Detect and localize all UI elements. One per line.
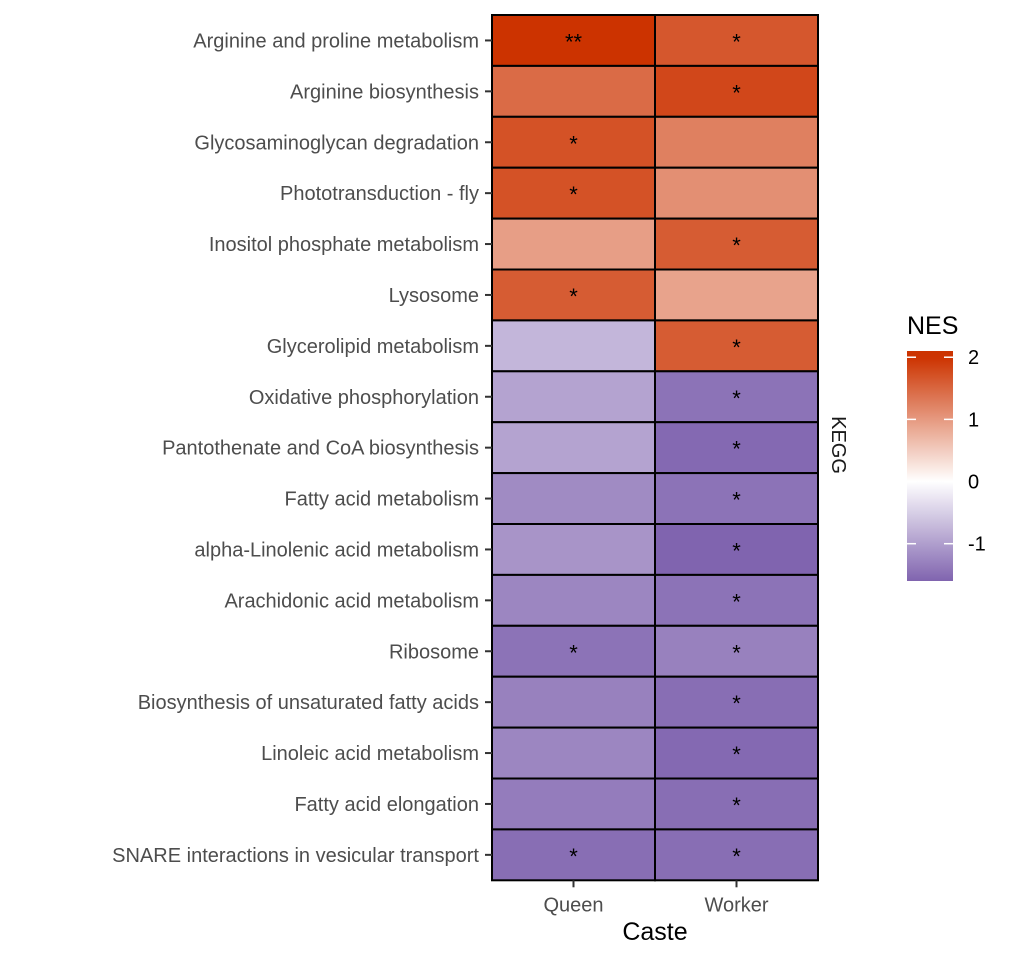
heatmap-cell: [491, 523, 656, 576]
significance-marker: *: [732, 386, 741, 411]
facet-strip-label: KEGG: [827, 416, 849, 474]
heatmap-cell: [491, 64, 656, 118]
heatmap-cell: [491, 828, 656, 882]
significance-marker: *: [569, 284, 578, 309]
legend-title: NES: [907, 312, 958, 340]
legend-tick-label: 2: [968, 347, 979, 369]
significance-marker: *: [732, 844, 741, 869]
y-tick-label: Arachidonic acid metabolism: [224, 590, 479, 612]
significance-marker: *: [732, 793, 741, 818]
significance-marker: *: [732, 538, 741, 563]
x-tick-label: Worker: [704, 894, 768, 916]
heatmap-cell: [654, 523, 819, 576]
y-tick-label: Linoleic acid metabolism: [261, 743, 479, 765]
significance-marker: **: [565, 29, 583, 54]
significance-marker: *: [732, 691, 741, 716]
heatmap-cell: [491, 624, 656, 678]
heatmap-cell: [491, 675, 656, 729]
significance-marker: *: [732, 640, 741, 665]
significance-marker: *: [732, 488, 741, 513]
significance-marker: *: [569, 844, 578, 869]
significance-marker: *: [732, 742, 741, 767]
y-tick-label: Fatty acid metabolism: [284, 489, 479, 511]
y-tick-label: Oxidative phosphorylation: [249, 387, 479, 409]
legend-tick-label: 1: [968, 409, 979, 431]
heatmap-cell: [654, 828, 819, 882]
y-tick-label: Fatty acid elongation: [294, 794, 479, 816]
y-tick-label: Inositol phosphate metabolism: [209, 234, 479, 256]
heatmap-cells: [491, 14, 819, 882]
heatmap-cell: [654, 115, 819, 169]
heatmap-cell: [654, 421, 819, 475]
heatmap-cell: [654, 14, 819, 67]
significance-marker: *: [732, 589, 741, 614]
significance-marker: *: [732, 437, 741, 462]
y-tick-label: Lysosome: [389, 285, 479, 307]
heatmap-cell: [654, 726, 819, 780]
y-tick-label: Arginine and proline metabolism: [193, 30, 479, 52]
y-tick-label: alpha-Linolenic acid metabolism: [194, 539, 479, 561]
legend-tick-label: 0: [968, 472, 979, 494]
heatmap-cell: [491, 217, 656, 271]
y-tick-label: Ribosome: [389, 641, 479, 663]
y-tick-label: Arginine biosynthesis: [290, 81, 479, 103]
significance-marker: *: [569, 182, 578, 207]
y-tick-label: Phototransduction - fly: [280, 183, 479, 205]
legend-ticks: 2 1 0 -1: [907, 347, 986, 556]
heatmap-cell: [654, 319, 819, 373]
significance-marker: *: [569, 640, 578, 665]
heatmap-cell: [491, 573, 656, 627]
heatmap-cell: [654, 675, 819, 729]
x-axis: Queen Worker: [543, 880, 769, 916]
heatmap-cell: [491, 726, 656, 780]
legend-colorbar: [907, 351, 953, 581]
heatmap-cell: [654, 472, 819, 526]
heatmap-cell: [491, 370, 656, 424]
significance-marker: *: [732, 29, 741, 54]
heatmap-cell: [654, 268, 819, 322]
significance-marker: *: [569, 131, 578, 156]
y-axis: Arginine and proline metabolism Arginine …: [112, 30, 492, 867]
legend-tick-label: -1: [968, 534, 986, 556]
heatmap-cell: [491, 472, 656, 526]
significance-marker: *: [732, 335, 741, 360]
heatmap-cell: [491, 319, 656, 373]
heatmap-cell: [491, 421, 656, 475]
x-axis-title: Caste: [622, 918, 687, 946]
heatmap-cell: [654, 777, 819, 831]
significance-marker: *: [732, 233, 741, 258]
y-tick-label: Glycerolipid metabolism: [267, 336, 479, 358]
y-tick-label: Biosynthesis of unsaturated fatty acids: [138, 692, 479, 714]
y-tick-label: SNARE interactions in vesicular transpor…: [112, 845, 479, 867]
significance-labels: ** ************* ***** *: [565, 29, 741, 868]
heatmap-cell: [654, 217, 819, 271]
y-tick-label: Pantothenate and CoA biosynthesis: [162, 438, 479, 460]
x-tick-label: Queen: [543, 894, 603, 916]
heatmap-cell: [654, 166, 819, 220]
significance-marker: *: [732, 80, 741, 105]
y-tick-label: Glycosaminoglycan degradation: [194, 132, 479, 154]
legend: NES 2 1 0 -1: [907, 312, 986, 581]
heatmap-cell: [491, 777, 656, 831]
